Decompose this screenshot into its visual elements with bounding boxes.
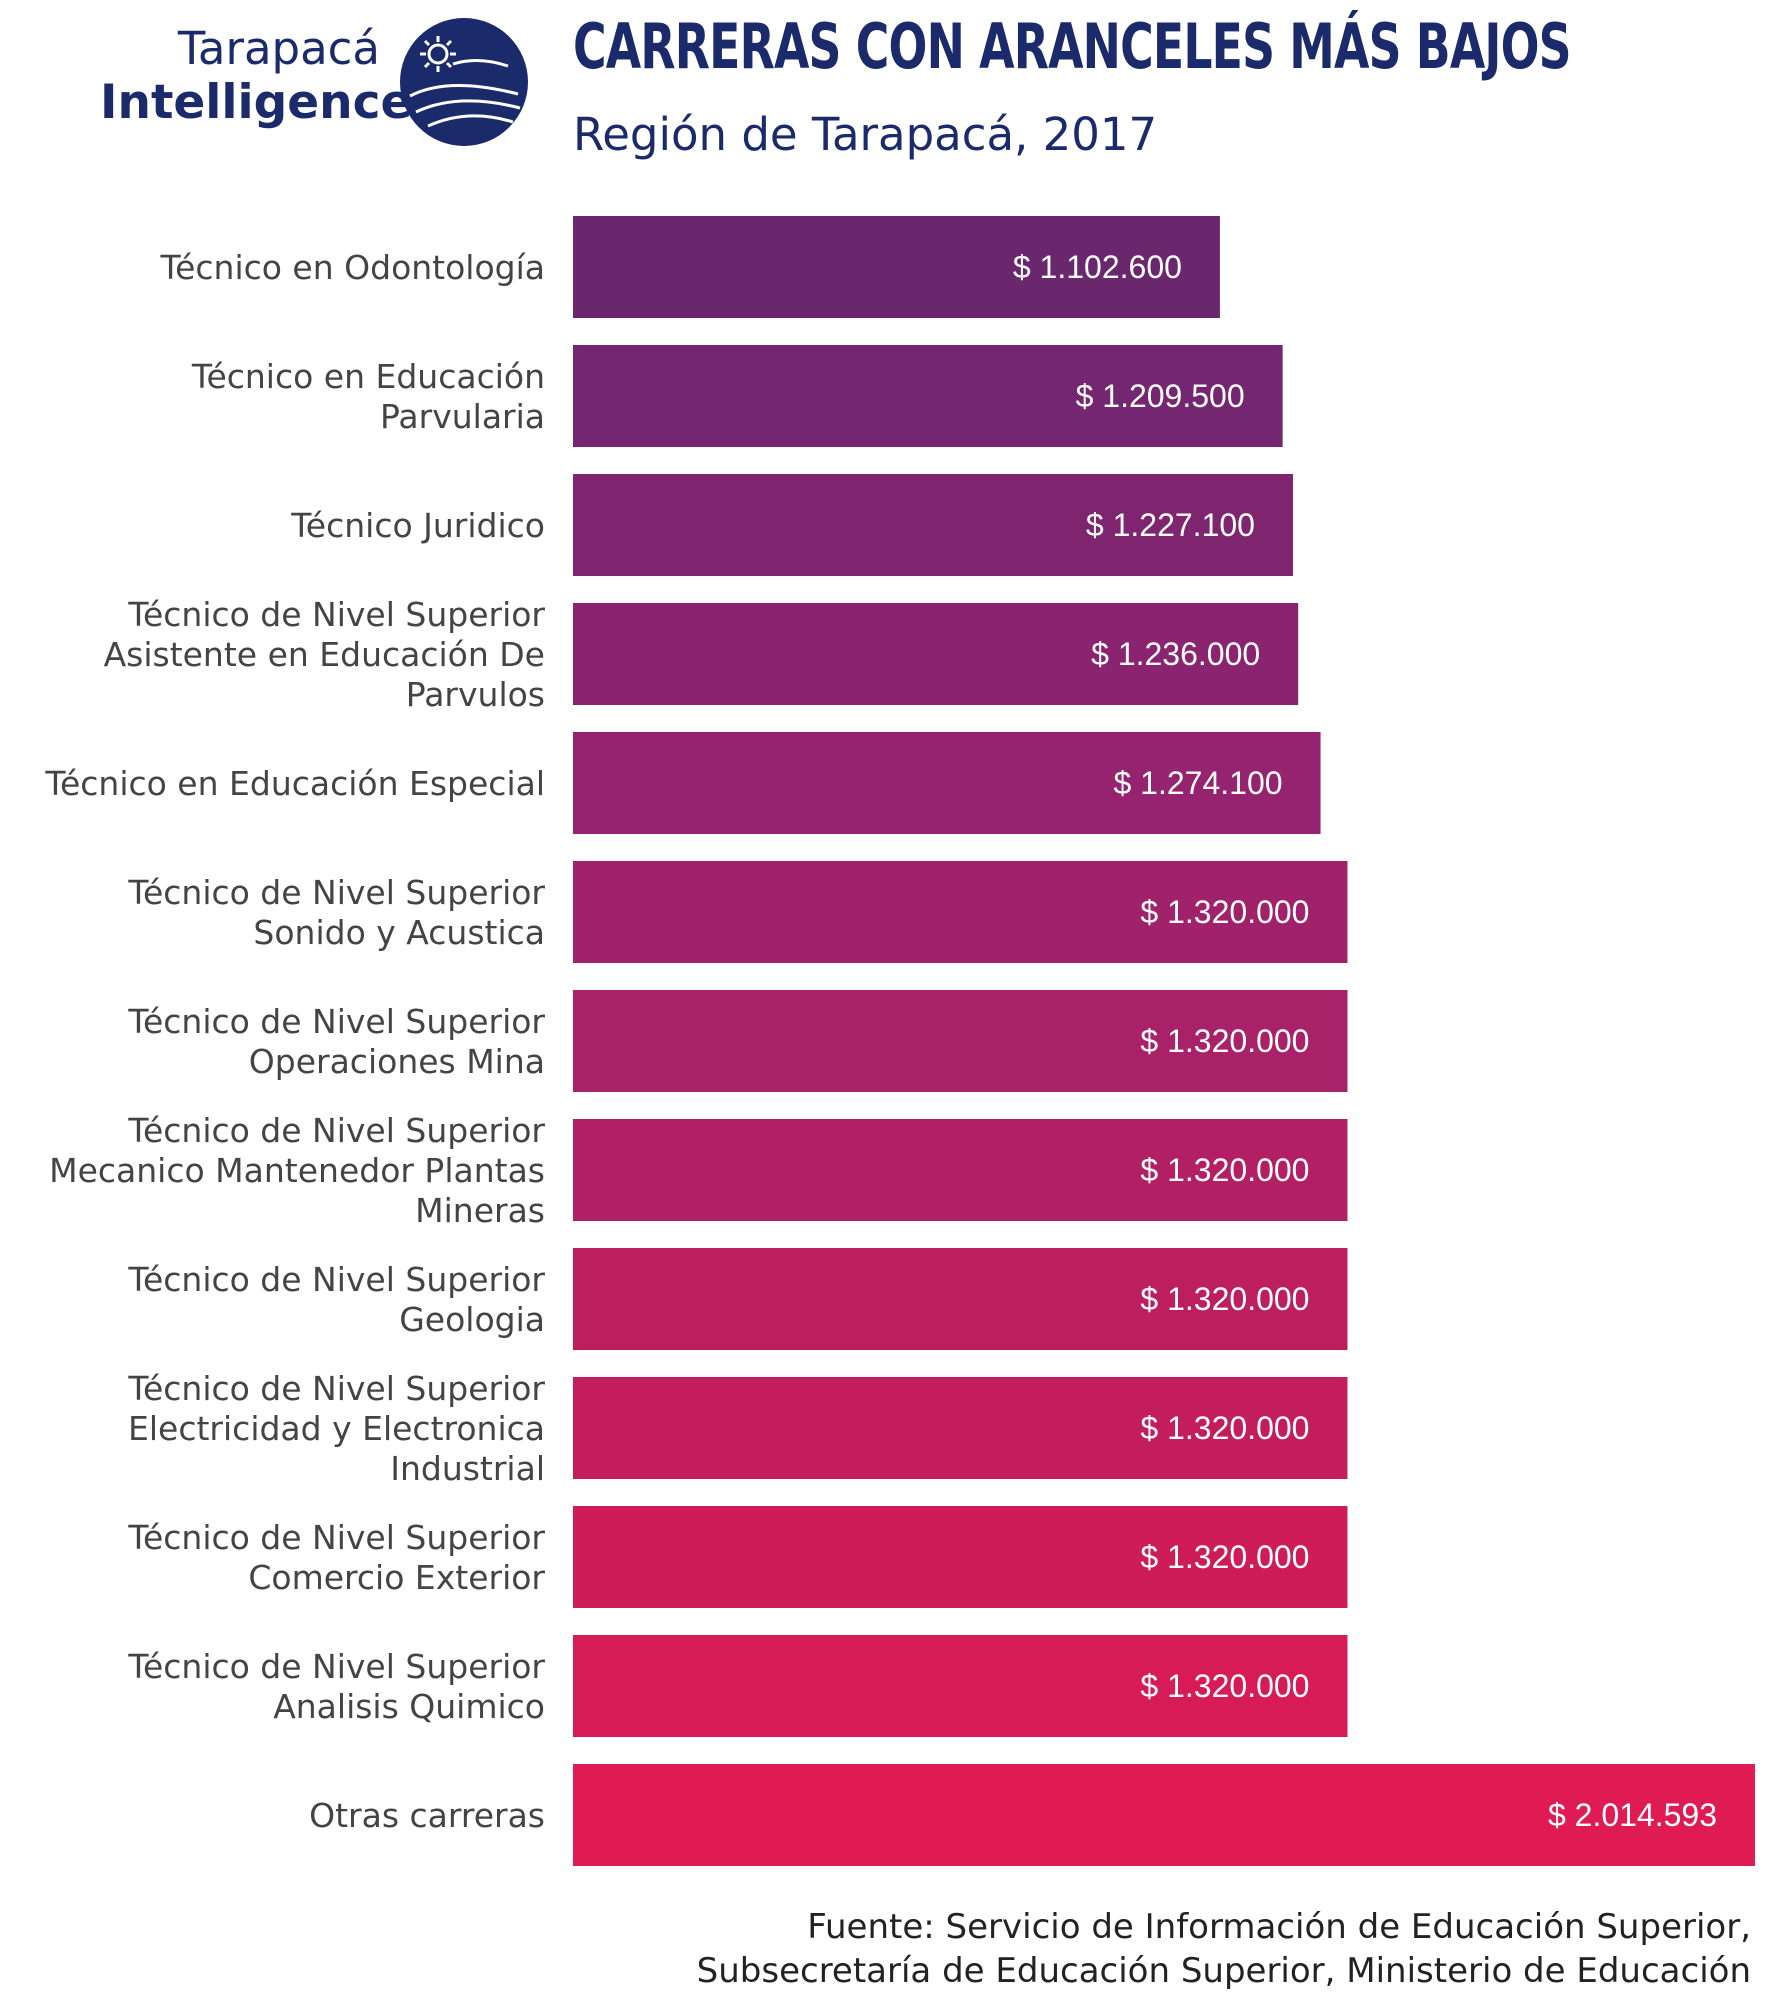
bar-value-label: $ 1.320.000	[1140, 1281, 1309, 1317]
bar-value-label: $ 1.227.100	[1086, 507, 1255, 543]
chart-subtitle: Región de Tarapacá, 2017	[573, 108, 1158, 161]
category-label: Otras carreras	[309, 1796, 545, 1835]
category-label: Técnico de Nivel Superior Operaciones Min…	[127, 1002, 545, 1081]
logo-line-1: Tarapacá	[177, 22, 380, 75]
bar-value-label: $ 1.320.000	[1140, 1023, 1309, 1059]
bar-value-label: $ 1.320.000	[1140, 1668, 1309, 1704]
category-label-line: Industrial	[390, 1449, 545, 1488]
category-label-line: Mecanico Mantenedor Plantas	[49, 1151, 545, 1190]
category-label-line: Sonido y Acustica	[253, 913, 545, 952]
category-label: Técnico de Nivel Superior Asistente en Ed…	[104, 595, 546, 714]
category-label-line: Parvularia	[380, 397, 545, 436]
category-label: Técnico de Nivel Superior Electricidad y …	[127, 1369, 545, 1488]
bar-value-label: $ 2.014.593	[1548, 1797, 1717, 1833]
category-label-line: Técnico Juridico	[290, 506, 545, 545]
bar	[573, 1119, 1348, 1221]
bar	[573, 861, 1348, 963]
category-label-line: Técnico de Nivel Superior	[127, 1260, 545, 1299]
category-label: Técnico en Educación Especial	[44, 764, 545, 803]
bar-chart: $ 1.102.600 Técnico en Odontología $ 1.209…	[44, 216, 1755, 1866]
category-label-line: Analisis Quimico	[273, 1687, 545, 1726]
category-label-line: Técnico de Nivel Superior	[127, 595, 545, 634]
bar	[573, 1764, 1755, 1866]
bar	[573, 1635, 1348, 1737]
category-label-line: Técnico de Nivel Superior	[127, 873, 545, 912]
bar-value-label: $ 1.320.000	[1140, 1539, 1309, 1575]
category-label-line: Técnico de Nivel Superior	[127, 1518, 545, 1557]
category-label-line: Comercio Exterior	[248, 1558, 545, 1597]
bar	[573, 603, 1299, 705]
category-label-line: Parvulos	[406, 675, 545, 714]
bar-value-label: $ 1.236.000	[1091, 636, 1260, 672]
bar	[573, 216, 1220, 318]
bar-value-label: $ 1.209.500	[1076, 378, 1245, 414]
source-line-1: Fuente: Servicio de Información de Educa…	[807, 1907, 1751, 1947]
category-label: Técnico Juridico	[290, 506, 545, 545]
logo: Tarapacá Intelligence	[100, 22, 413, 130]
category-label: Técnico de Nivel Superior Sonido y Acusti…	[127, 873, 545, 952]
bar-value-label: $ 1.102.600	[1013, 249, 1182, 285]
category-label: Técnico de Nivel Superior Analisis Quimic…	[127, 1647, 545, 1726]
category-label: Técnico de Nivel Superior Comercio Exteri…	[127, 1518, 545, 1597]
bar	[573, 990, 1348, 1092]
category-label-line: Técnico en Odontología	[160, 248, 545, 287]
chart-title: CARRERAS CON ARANCELES MÁS BAJOS	[573, 10, 1572, 83]
category-label-line: Técnico de Nivel Superior	[127, 1369, 545, 1408]
category-label-line: Técnico de Nivel Superior	[127, 1647, 545, 1686]
category-label-line: Técnico en Educación Especial	[44, 764, 545, 803]
category-label-line: Geologia	[399, 1300, 545, 1339]
bar	[573, 345, 1283, 447]
bar-value-label: $ 1.320.000	[1140, 1152, 1309, 1188]
category-label: Técnico de Nivel Superior Geologia	[127, 1260, 545, 1339]
bar	[573, 1377, 1348, 1479]
header: Tarapacá Intelligence CARRERAS CON ARANC…	[0, 0, 1771, 190]
sun-globe-logo-icon	[400, 18, 528, 146]
bar	[573, 474, 1293, 576]
bar	[573, 1506, 1348, 1608]
source-line-2: Subsecretaría de Educación Superior, Min…	[696, 1951, 1751, 1991]
category-label: Técnico de Nivel Superior Mecanico Manten…	[49, 1111, 545, 1230]
category-label: Técnico en Odontología	[160, 248, 545, 287]
bar-value-label: $ 1.274.100	[1113, 765, 1282, 801]
category-label-line: Asistente en Educación De	[104, 635, 545, 674]
source-note: Fuente: Servicio de Información de Educa…	[697, 1905, 1751, 1993]
category-label: Técnico en Educación Parvularia	[191, 357, 545, 436]
category-label-line: Técnico de Nivel Superior	[127, 1111, 545, 1150]
bar	[573, 1248, 1348, 1350]
category-label-line: Técnico en Educación	[191, 357, 545, 396]
category-label-line: Mineras	[415, 1191, 545, 1230]
bar	[573, 732, 1321, 834]
category-label-line: Otras carreras	[309, 1796, 545, 1835]
category-label-line: Electricidad y Electronica	[128, 1409, 545, 1448]
logo-line-2: Intelligence	[100, 75, 413, 130]
bar-value-label: $ 1.320.000	[1140, 1410, 1309, 1446]
category-label-line: Operaciones Mina	[249, 1042, 545, 1081]
category-label-line: Técnico de Nivel Superior	[127, 1002, 545, 1041]
bar-value-label: $ 1.320.000	[1140, 894, 1309, 930]
